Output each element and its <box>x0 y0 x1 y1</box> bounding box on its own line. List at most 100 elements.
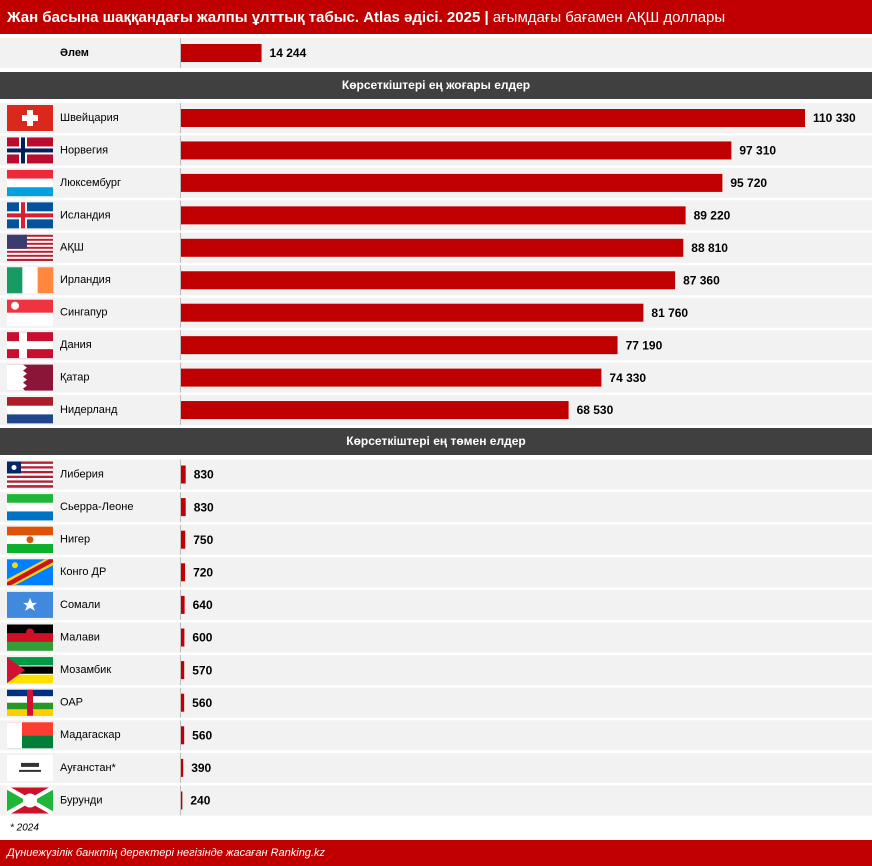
row-bg <box>0 524 872 555</box>
flag-part <box>7 657 25 684</box>
category-label: Сьерра-Леоне <box>60 501 133 513</box>
value-label: 68 530 <box>577 403 614 417</box>
bar <box>181 563 186 582</box>
flag-part <box>7 463 53 467</box>
flag-part <box>7 494 53 504</box>
flag-part <box>7 236 53 239</box>
flag-part <box>7 267 23 294</box>
flag-part <box>7 502 53 512</box>
flag-part <box>7 475 53 479</box>
flag-part <box>7 526 53 536</box>
bar <box>181 791 183 810</box>
category-label: Конго ДР <box>60 566 106 578</box>
flag <box>7 526 53 553</box>
bar <box>181 595 185 614</box>
bar <box>181 401 569 420</box>
bar <box>181 141 732 160</box>
bar <box>181 628 185 647</box>
category-label: Әлем <box>60 47 89 59</box>
flag-part <box>7 248 53 251</box>
section-header-bg <box>0 72 872 99</box>
value-label: 74 330 <box>609 371 646 385</box>
flag-part <box>7 478 53 481</box>
flag-part <box>7 414 53 424</box>
value-label: 240 <box>190 794 210 808</box>
flag <box>7 689 53 716</box>
flag-part <box>7 178 53 188</box>
value-label: 560 <box>192 696 212 710</box>
section-header-bg <box>0 428 872 455</box>
row-bg <box>0 752 872 783</box>
bar <box>181 661 185 680</box>
flag-part <box>11 301 19 310</box>
flag-part <box>7 187 53 197</box>
title-bar <box>0 0 872 34</box>
category-label: Мозамбик <box>60 664 111 676</box>
category-label: Ирландия <box>60 274 111 286</box>
flag-part <box>30 787 53 814</box>
value-label: 87 360 <box>683 273 720 287</box>
flag-part <box>7 169 53 179</box>
flag <box>7 624 53 651</box>
flag-part <box>7 250 53 253</box>
flag-part <box>7 213 53 218</box>
flag-part <box>7 148 53 153</box>
category-label: Қатар <box>60 372 89 384</box>
flag-part <box>7 244 53 247</box>
value-label: 81 760 <box>651 306 688 320</box>
value-label: 560 <box>192 728 212 742</box>
flag-part <box>7 312 53 326</box>
flag-part <box>7 666 53 675</box>
value-label: 830 <box>194 500 214 514</box>
value-label: 830 <box>194 468 214 482</box>
flag-part <box>7 238 53 241</box>
footnote: * 2024 <box>10 823 39 834</box>
category-label: Сомали <box>60 599 100 611</box>
category-label: Нигер <box>60 534 90 546</box>
flag <box>7 299 53 326</box>
bar <box>181 44 262 62</box>
category-label: ОАР <box>60 697 83 709</box>
category-label: Сингапур <box>60 307 108 319</box>
value-label: 570 <box>192 663 212 677</box>
flag-part <box>7 246 53 249</box>
flag-part <box>7 674 53 684</box>
flag-part <box>7 405 53 415</box>
flag-part <box>7 240 53 243</box>
row-bg <box>0 785 872 816</box>
flag-part <box>7 242 53 245</box>
flag-part <box>7 252 53 255</box>
value-label: 750 <box>193 533 213 547</box>
row-bg <box>0 720 872 751</box>
flag-part <box>7 722 22 749</box>
flag <box>7 267 54 294</box>
flag-part <box>7 461 53 465</box>
bar <box>181 498 186 517</box>
value-label: 88 810 <box>691 241 728 255</box>
bar <box>181 336 618 355</box>
flag <box>7 137 53 164</box>
category-label: Швейцария <box>60 112 119 124</box>
flag-part <box>7 299 53 313</box>
value-label: 95 720 <box>730 176 767 190</box>
flag <box>7 169 53 197</box>
flag-part <box>7 364 27 391</box>
flag-part <box>12 562 18 569</box>
flag-part <box>37 267 54 294</box>
flag-part <box>11 465 17 470</box>
bar <box>181 271 676 290</box>
bar <box>181 109 805 127</box>
flag <box>7 591 53 618</box>
source: Дүниежүзілік банктің деректері негізінде… <box>5 847 325 859</box>
flag-part <box>7 256 53 259</box>
flag-part <box>23 793 37 808</box>
flag <box>7 105 53 131</box>
bar <box>181 368 602 387</box>
flag-part <box>7 466 53 469</box>
flag <box>6 785 54 816</box>
row-bg <box>0 459 872 490</box>
flag-part <box>7 641 53 651</box>
category-label: Люксембург <box>60 177 121 189</box>
flag-part <box>7 787 30 814</box>
